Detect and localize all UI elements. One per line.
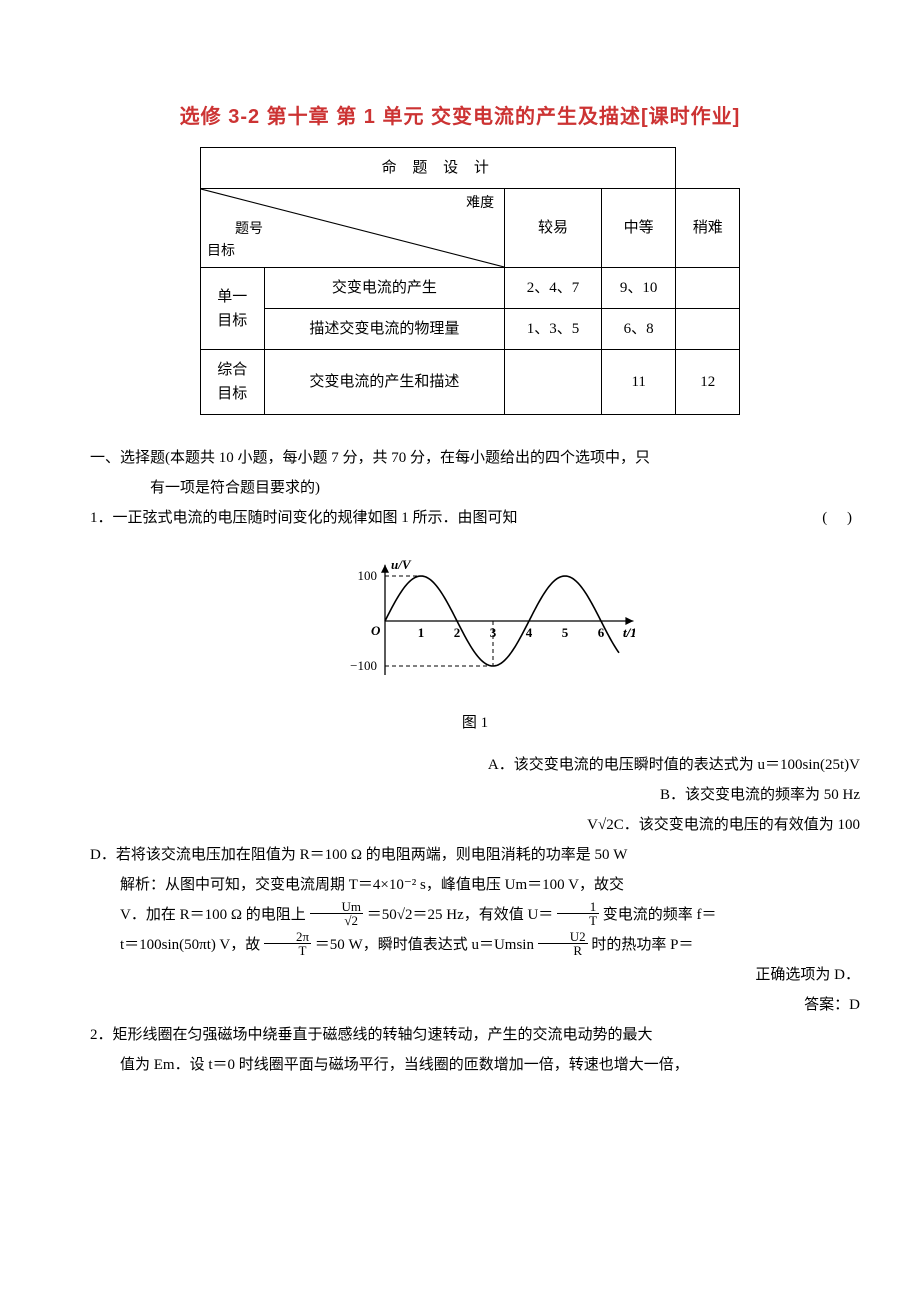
sub-topic: 描述交变电流的物理量 — [264, 309, 505, 350]
svg-text:−100: −100 — [350, 658, 377, 673]
diag-bot-label: 目标 — [207, 241, 235, 263]
frac-den: T — [264, 944, 311, 957]
page-title: 选修 3-2 第十章 第 1 单元 交变电流的产生及描述[课时作业] — [60, 100, 860, 129]
optc-prefix: V√2 — [587, 817, 614, 833]
svg-text:1: 1 — [418, 625, 425, 640]
section-heading-cont: 有一项是符合题目要求的) — [90, 473, 860, 503]
group-single: 单一目标 — [201, 268, 265, 350]
table-header: 命 题 设 计 — [201, 148, 676, 189]
cell-mid: 9、10 — [601, 268, 676, 309]
design-table-wrap: 命 题 设 计 难度 题号 目标 较易 中等 稍难 单一目标 交变电流的产生 — [200, 147, 740, 415]
frac-u2-r: U2 R — [538, 930, 588, 957]
svg-text:u/V: u/V — [391, 557, 412, 572]
design-table: 命 题 设 计 难度 题号 目标 较易 中等 稍难 单一目标 交变电流的产生 — [200, 147, 740, 415]
table-row: 难度 题号 目标 较易 中等 稍难 — [201, 189, 740, 268]
diag-cell: 难度 题号 目标 — [201, 189, 505, 268]
svg-text:5: 5 — [562, 625, 569, 640]
frac-num: U2 — [538, 930, 588, 944]
diag-mid-label: 题号 — [235, 219, 263, 241]
section-heading: 一、选择题(本题共 10 小题，每小题 7 分，共 70 分，在每小题给出的四个… — [90, 443, 860, 473]
sol3-b: ＝50 W，瞬时值表达式 u＝Umsin — [315, 937, 538, 953]
table-row: 命 题 设 计 — [201, 148, 740, 189]
frac-den: √2 — [310, 914, 364, 927]
svg-text:4: 4 — [526, 625, 533, 640]
svg-text:O: O — [371, 623, 381, 638]
frac-um-sqrt2: Um √2 — [310, 900, 364, 927]
cell-easy: 2、4、7 — [505, 268, 602, 309]
q1-stem: 1．一正弦式电流的电压随时间变化的规律如图 1 所示．由图可知 ( ) — [90, 503, 860, 533]
q1-sol1: 解析：从图中可知，交变电流周期 T＝4×10⁻² s，峰值电压 Um＝100 V… — [90, 870, 860, 900]
sol3-c: 时的热功率 P＝ — [591, 937, 693, 953]
cell-mid: 6、8 — [601, 309, 676, 350]
q1-answer: 答案：D — [90, 990, 860, 1020]
table-row: 描述交变电流的物理量 1、3、5 6、8 — [201, 309, 740, 350]
q1-sol2: V．加在 R＝100 Ω 的电阻上 Um √2 ＝50√2＝25 Hz，有效值 … — [90, 900, 860, 930]
svg-text:100: 100 — [358, 568, 378, 583]
q2-line1: 2．矩形线圈在匀强磁场中绕垂直于磁感线的转轴匀速转动，产生的交流电动势的最大 — [90, 1020, 860, 1050]
sub-topic: 交变电流的产生 — [264, 268, 505, 309]
q1-opt-d: D．若将该交流电压加在阻值为 R＝100 Ω 的电阻两端，则电阻消耗的功率是 5… — [90, 840, 860, 870]
col-easy: 较易 — [505, 189, 602, 268]
q2-line2: 值为 Em．设 t＝0 时线圈平面与磁场平行，当线圈的匝数增加一倍，转速也增大一… — [90, 1050, 860, 1080]
svg-text:3: 3 — [490, 625, 497, 640]
col-mid: 中等 — [601, 189, 676, 268]
q1-paren: ( ) — [822, 503, 860, 533]
frac-den: T — [557, 914, 599, 927]
sub-topic: 交变电流的产生和描述 — [264, 350, 505, 415]
sol2-c: 变电流的频率 f＝ — [603, 907, 717, 923]
frac-num: 2π — [264, 930, 311, 944]
sol3-a: t＝100sin(50πt) V，故 — [120, 937, 264, 953]
q1-opt-c: V√2C．该交变电流的电压的有效值为 100 — [90, 810, 860, 840]
cell-hard — [676, 268, 740, 309]
sol2-b: ＝50√2＝25 Hz，有效值 U＝ — [367, 907, 554, 923]
q1-fig-caption: 图 1 — [90, 708, 860, 738]
group-comp: 综合目标 — [201, 350, 265, 415]
q1-opt-b: B．该交变电流的频率为 50 Hz — [90, 780, 860, 810]
cell-mid: 11 — [601, 350, 676, 415]
sine-chart-svg: 100−100123456u/Vt/10 sO-2st/10 — [315, 551, 635, 691]
q1-figure: 100−100123456u/Vt/10 sO-2st/10 — [90, 551, 860, 702]
cell-easy: 1、3、5 — [505, 309, 602, 350]
cell-hard: 12 — [676, 350, 740, 415]
q1-sol4: 正确选项为 D． — [90, 960, 860, 990]
col-hard: 稍难 — [676, 189, 740, 268]
q1-opt-a: A．该交变电流的电压瞬时值的表达式为 u＝100sin(25t)V — [90, 750, 860, 780]
svg-text:t/10: t/10 — [623, 625, 635, 640]
sol2-a: V．加在 R＝100 Ω 的电阻上 — [120, 907, 306, 923]
q1-stem-text: 1．一正弦式电流的电压随时间变化的规律如图 1 所示．由图可知 — [90, 510, 518, 526]
table-row: 单一目标 交变电流的产生 2、4、7 9、10 — [201, 268, 740, 309]
frac-den: R — [538, 944, 588, 957]
blank-cell — [676, 148, 740, 189]
frac-1-t: 1 T — [557, 900, 599, 927]
optc-text: C．该交变电流的电压的有效值为 100 — [614, 817, 860, 833]
q1-sol3: t＝100sin(50πt) V，故 2π T ＝50 W，瞬时值表达式 u＝U… — [90, 930, 860, 960]
frac-2pi-t: 2π T — [264, 930, 311, 957]
svg-text:2: 2 — [454, 625, 461, 640]
cell-easy — [505, 350, 602, 415]
cell-hard — [676, 309, 740, 350]
table-row: 综合目标 交变电流的产生和描述 11 12 — [201, 350, 740, 415]
diag-top-label: 难度 — [466, 193, 494, 215]
frac-num: 1 — [557, 900, 599, 914]
body-text: 一、选择题(本题共 10 小题，每小题 7 分，共 70 分，在每小题给出的四个… — [60, 443, 860, 1080]
frac-num: Um — [310, 900, 364, 914]
